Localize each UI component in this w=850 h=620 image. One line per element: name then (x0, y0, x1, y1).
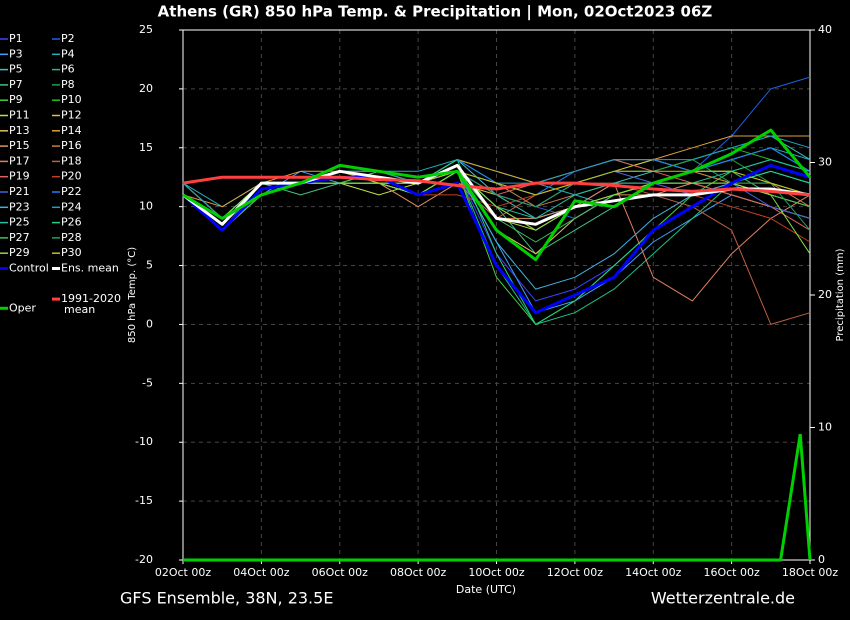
legend-label: P18 (61, 154, 82, 167)
y-tick-label: 20 (139, 82, 153, 95)
series-line (182, 128, 812, 262)
y2-axis-label: Precipitation (mm) (835, 248, 846, 341)
legend-label: P4 (61, 47, 75, 60)
legend-label: P25 (9, 216, 30, 229)
legend-label: P21 (9, 185, 30, 198)
y-tick-label: 10 (139, 200, 153, 213)
y-axis-label: 850 hPa Temp. (°C) (127, 247, 138, 343)
legend-label: P20 (61, 170, 82, 183)
legend-label: P19 (9, 170, 30, 183)
footer-right: Wetterzentrale.de (651, 589, 795, 608)
legend-label: P3 (9, 47, 23, 60)
series-line (182, 163, 811, 226)
y-tick-label: 25 (139, 23, 153, 36)
legend-label: 1991-2020 mean (61, 292, 121, 316)
series-line (182, 175, 811, 197)
legend-label: P14 (61, 124, 82, 137)
legend-label: P8 (61, 78, 75, 91)
x-tick-label: 14Oct 00z (625, 566, 682, 579)
y2-tick-label: 40 (818, 23, 832, 36)
x-tick-label: 06Oct 00z (312, 566, 369, 579)
x-tick-label: 10Oct 00z (468, 566, 525, 579)
series-line (181, 163, 811, 315)
legend-label: Oper (9, 301, 36, 314)
legend-label: P9 (9, 93, 23, 106)
x-tick-label: 02Oct 00z (155, 566, 212, 579)
y-tick-label: 5 (146, 259, 153, 272)
y2-tick-label: 0 (818, 553, 825, 566)
legend-label: P29 (9, 246, 30, 259)
x-tick-label: 04Oct 00z (233, 566, 290, 579)
legend-label: P15 (9, 139, 30, 152)
legend-label: P10 (61, 93, 82, 106)
legend-label: P17 (9, 154, 30, 167)
legend-label: P13 (9, 124, 30, 137)
series-line (182, 135, 810, 208)
footer-left: GFS Ensemble, 38N, 23.5E (120, 589, 333, 608)
y2-tick-label: 30 (818, 156, 832, 169)
y-tick-label: -15 (135, 494, 153, 507)
legend-label: P6 (61, 63, 75, 76)
x-tick-label: 16Oct 00z (703, 566, 760, 579)
legend-label: P7 (9, 78, 23, 91)
y-tick-label: 15 (139, 141, 153, 154)
legend-label: P11 (9, 109, 30, 122)
x-axis-label: Date (UTC) (456, 583, 516, 596)
x-tick-label: 12Oct 00z (547, 566, 604, 579)
legend-label: P30 (61, 246, 82, 259)
y-tick-label: -10 (135, 435, 153, 448)
x-tick-label: 18Oct 00z (782, 566, 839, 579)
legend-label: P1 (9, 32, 23, 45)
chart-title: Athens (GR) 850 hPa Temp. & Precipitatio… (158, 3, 713, 22)
legend-label: P16 (61, 139, 82, 152)
legend-label: P28 (61, 231, 82, 244)
precip-line (183, 433, 812, 562)
y2-tick-label: 10 (818, 421, 832, 434)
legend-label: P24 (61, 200, 82, 213)
x-tick-label: 08Oct 00z (390, 566, 447, 579)
legend-label: P26 (61, 216, 82, 229)
y-tick-label: -20 (135, 553, 153, 566)
legend-label: Ens. mean (61, 262, 119, 275)
legend-label: P22 (61, 185, 82, 198)
y2-tick-label: 20 (818, 288, 832, 301)
legend-label: P5 (9, 63, 23, 76)
legend-label: P27 (9, 231, 30, 244)
y-tick-label: -5 (142, 376, 153, 389)
legend-label: P23 (9, 200, 30, 213)
legend-label: P12 (61, 109, 82, 122)
legend-label: Control (9, 262, 49, 275)
legend-label: P2 (61, 32, 75, 45)
y-tick-label: 0 (146, 317, 153, 330)
